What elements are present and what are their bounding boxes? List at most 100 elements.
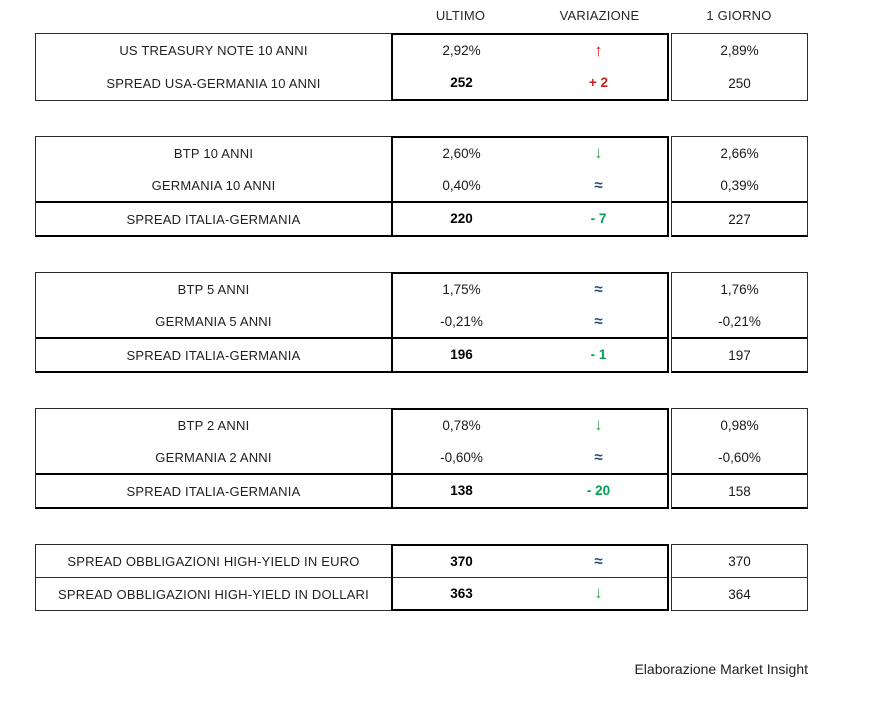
table-block: SPREAD OBBLIGAZIONI HIGH-YIELD IN EURO SP… [35,544,808,611]
table-row: 0,98% [672,409,807,441]
variation-cell: - 20 [530,482,667,500]
ultimo-variazione-column: 370 ≈363 ↓ [391,544,669,611]
variation-approx-icon: ≈ [594,448,603,466]
table-row: 2,92% ↑ [393,35,667,67]
table-row: 2,89% [672,34,807,67]
ultimo-cell: 138 [393,482,530,500]
one-day-column: 370 364 [671,544,808,611]
row-label: GERMANIA 5 ANNI [155,313,272,329]
row-label: US TREASURY NOTE 10 ANNI [119,43,308,58]
variation-value: + 2 [588,75,609,90]
one-day-value: -0,21% [718,313,761,329]
row-label: SPREAD OBBLIGAZIONI HIGH-YIELD IN DOLLAR… [58,586,369,602]
variation-cell: ≈ [530,281,667,299]
ultimo-value: 0,40% [442,177,481,193]
ultimo-cell: -0,60% [393,449,530,467]
table-row: 197 [672,337,807,371]
table-row: 220 - 7 [393,201,667,235]
row-label: GERMANIA 10 ANNI [151,177,276,193]
ultimo-value: -0,21% [440,313,483,329]
row-label: BTP 2 ANNI [177,417,250,433]
row-label: SPREAD OBBLIGAZIONI HIGH-YIELD IN EURO [67,553,360,569]
label-column: US TREASURY NOTE 10 ANNI SPREAD USA-GERMA… [35,33,391,101]
table-row: -0,21% [672,305,807,337]
ultimo-cell: 1,75% [393,281,530,299]
ultimo-value: 1,75% [442,281,481,297]
variation-down-icon: ↓ [594,583,603,602]
one-day-value: 197 [728,347,751,363]
table-row: 2,66% [672,137,807,169]
table-row: 138 - 20 [393,473,667,507]
ultimo-cell: 220 [393,210,530,228]
label-column: BTP 10 ANNI GERMANIA 10 ANNI SPREAD ITALIA… [35,136,391,237]
table-row: SPREAD ITALIA-GERMANIA [36,337,391,371]
variation-down-icon: ↓ [594,143,603,163]
label-column: SPREAD OBBLIGAZIONI HIGH-YIELD IN EURO SP… [35,544,391,611]
ultimo-value: 220 [450,211,473,227]
table-row: 0,78% ↓ [393,410,667,442]
table-row: 1,75% ≈ [393,274,667,306]
variation-down-icon: ↓ [594,415,603,435]
table-row: 0,40% ≈ [393,170,667,202]
ultimo-variazione-column: 2,60% ↓ 0,40% ≈ 220 - 7 [391,136,669,237]
one-day-value: 0,39% [720,177,759,193]
one-day-column: 2,89% 250 [671,33,808,101]
table-row: SPREAD ITALIA-GERMANIA [36,473,391,507]
table-block: US TREASURY NOTE 10 ANNI SPREAD USA-GERMA… [35,33,808,101]
table-row: -0,21% ≈ [393,306,667,338]
row-label: SPREAD ITALIA-GERMANIA [126,211,301,227]
ultimo-value: -0,60% [440,449,483,465]
table-row: SPREAD ITALIA-GERMANIA [36,201,391,235]
column-header-variazione: VARIAZIONE [559,8,640,23]
row-label: SPREAD ITALIA-GERMANIA [126,347,301,363]
ultimo-cell: -0,21% [393,313,530,331]
table-row: GERMANIA 5 ANNI [36,305,391,337]
one-day-column: 0,98% -0,60% 158 [671,408,808,509]
table-row: 0,39% [672,169,807,201]
table-row: 227 [672,201,807,235]
variation-approx-icon: ≈ [594,312,603,330]
table-row: 196 - 1 [393,337,667,371]
table-row: SPREAD OBBLIGAZIONI HIGH-YIELD IN EURO [36,545,391,577]
ultimo-cell: 2,60% [393,145,530,163]
ultimo-value: 0,78% [442,417,481,433]
ultimo-variazione-column: 1,75% ≈ -0,21% ≈196 - 1 [391,272,669,373]
table-row: BTP 10 ANNI [36,137,391,169]
table-row: BTP 5 ANNI [36,273,391,305]
table-row: 370 ≈ [393,546,667,577]
ultimo-value: 2,60% [442,145,481,161]
table-block: BTP 5 ANNI GERMANIA 5 ANNI SPREAD ITALIA-G… [35,272,808,373]
variation-cell: ↑ [530,42,667,61]
ultimo-value: 2,92% [442,43,481,58]
variation-cell: + 2 [530,74,667,92]
ultimo-variazione-column: 0,78% ↓ -0,60% ≈138 - 20 [391,408,669,509]
one-day-value: 250 [728,76,751,91]
ultimo-cell: 363 [393,585,530,603]
table-row: -0,60% ≈ [393,442,667,474]
variation-approx-icon: ≈ [594,280,603,298]
ultimo-variazione-column: 2,92% ↑ 252 + 2 [391,33,669,101]
ultimo-value: 370 [450,553,473,569]
variation-cell: ≈ [530,553,667,571]
row-label: GERMANIA 2 ANNI [155,449,272,465]
table-row: US TREASURY NOTE 10 ANNI [36,34,391,67]
variation-up-icon: ↑ [594,40,603,60]
footer-credit: Elaborazione Market Insight [634,661,808,677]
table-row: 252 + 2 [393,67,667,99]
variation-cell: - 1 [530,346,667,364]
variation-approx-icon: ≈ [594,552,603,570]
label-column: BTP 5 ANNI GERMANIA 5 ANNI SPREAD ITALIA-G… [35,272,391,373]
row-label: SPREAD ITALIA-GERMANIA [126,483,301,499]
table-row: GERMANIA 2 ANNI [36,441,391,473]
variation-cell: ↓ [530,584,667,603]
table-row: 363 ↓ [393,577,667,609]
table-row: 2,60% ↓ [393,138,667,170]
one-day-column: 2,66% 0,39% 227 [671,136,808,237]
ultimo-cell: 370 [393,553,530,571]
variation-cell: - 7 [530,210,667,228]
variation-cell: ↓ [530,416,667,435]
one-day-value: 158 [728,483,751,499]
ultimo-value: 363 [450,585,473,601]
table-row: 1,76% [672,273,807,305]
